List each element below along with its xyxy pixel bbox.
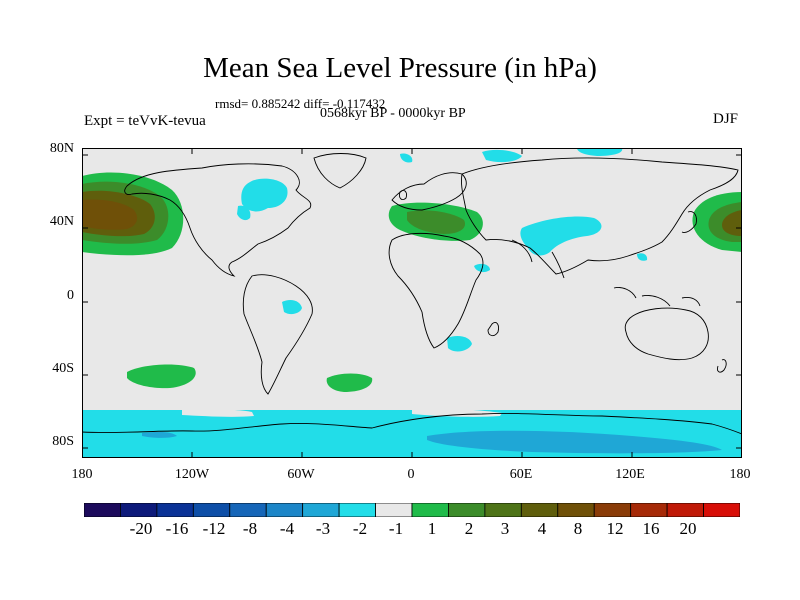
season-label: DJF: [712, 111, 738, 127]
colorbar-swatch: [84, 503, 121, 517]
lon-tick-0: 0: [407, 467, 415, 482]
lon-tick-180e: 180: [729, 467, 751, 482]
south-america-coast: [242, 274, 313, 395]
colorbar-label: -8: [242, 519, 258, 538]
arctic-anomaly-cyan: [482, 149, 522, 163]
africa-coast: [388, 232, 484, 349]
britain-coast: [399, 189, 407, 201]
colorbar-label: 12: [606, 519, 624, 538]
lon-tick-60w: 60W: [287, 467, 315, 482]
north-america-anomaly-cyan: [237, 205, 251, 221]
colorbar-swatch: [703, 503, 740, 517]
new-zealand-coast: [717, 359, 727, 373]
mediterranean-anomaly-darkgreen: [407, 210, 466, 234]
madagascar-coast: [487, 321, 499, 337]
south-atlantic-anomaly-green: [326, 373, 373, 392]
colorbar-label: 16: [642, 519, 660, 538]
coastlines: [82, 153, 742, 435]
colorbar-swatch: [666, 503, 704, 517]
asia-anomaly-cyan: [637, 253, 648, 261]
colorbar-label: -1: [388, 519, 404, 538]
colorbar-swatch: [265, 503, 304, 517]
north-pacific-anomaly-brown: [82, 199, 138, 230]
colorbar-swatch: [448, 503, 486, 517]
colorbar-swatch: [229, 503, 267, 517]
greenland-coast: [313, 153, 367, 189]
colorbar-swatch: [593, 503, 632, 517]
lat-tick-40n: 40N: [49, 214, 74, 229]
colorbar-label: -20: [129, 519, 153, 538]
antarctica-coast: [82, 412, 742, 435]
neutral-gap: [412, 408, 502, 417]
colorbar-label: 3: [500, 519, 510, 538]
colorbar-label: -12: [202, 519, 226, 538]
arctic-anomaly-cyan: [577, 148, 623, 156]
europe-coast: [391, 172, 467, 211]
map-background: [82, 148, 742, 458]
colorbar-swatch: [302, 503, 340, 517]
colorbar: [84, 503, 740, 517]
colorbar-label: -3: [315, 519, 331, 538]
south-pacific-anomaly-green: [127, 364, 196, 389]
southern-ocean-anomaly-blue: [142, 432, 177, 438]
lon-tick-120w: 120W: [174, 467, 210, 482]
colorbar-label: 4: [537, 519, 547, 538]
stats-line: rmsd= 0.885242 diff= -0.117432: [215, 96, 386, 111]
north-pacific-anomaly-olive: [722, 210, 742, 236]
plot-title: Mean Sea Level Pressure (in hPa): [203, 52, 597, 84]
colorbar-label: -4: [279, 519, 295, 538]
lat-tick-40s: 40S: [52, 361, 74, 376]
asia-coast: [461, 157, 739, 275]
north-america-anomaly-cyan: [241, 178, 288, 212]
neutral-gap: [182, 409, 254, 417]
colorbar-label: 1: [427, 519, 437, 538]
lat-tick-equator: 0: [67, 288, 74, 303]
colorbar-swatch: [156, 503, 194, 517]
colorbar-swatch: [192, 503, 231, 517]
lat-tick-80s: 80S: [52, 434, 74, 449]
colorbar-label: -2: [352, 519, 368, 538]
australia-coast: [624, 307, 709, 361]
arctic-anomaly-cyan: [400, 153, 413, 163]
colorbar-swatch: [338, 503, 376, 517]
period-label: 0568kyr BP - 0000kyr BP: [320, 106, 466, 121]
colorbar-swatch: [120, 503, 158, 517]
southern-africa-anomaly-cyan: [447, 336, 472, 352]
south-asia-coast: [511, 239, 565, 279]
lat-tick-80n: 80N: [49, 141, 74, 156]
colorbar-swatch: [630, 503, 668, 517]
north-america-coast: [124, 163, 312, 277]
south-america-anomaly-cyan: [282, 300, 302, 315]
southern-ocean-anomaly-blue: [427, 430, 722, 454]
colorbar-swatch: [484, 503, 522, 517]
south-asia-anomaly-cyan: [520, 216, 602, 256]
colorbar-swatch: [375, 503, 413, 517]
lon-tick-120e: 120E: [615, 467, 645, 482]
southeast-asia-islands: [613, 287, 701, 307]
pressure-map: [82, 148, 742, 458]
colorbar-label: 2: [464, 519, 474, 538]
colorbar-swatch: [411, 503, 449, 517]
experiment-label: Expt = teVvK-tevua: [84, 113, 206, 129]
tick-marks: [82, 148, 742, 458]
lon-tick-180w: 180: [71, 467, 93, 482]
colorbar-swatch: [520, 503, 559, 517]
colorbar-label: 8: [573, 519, 583, 538]
japan-coast: [681, 211, 697, 233]
colorbar-swatch: [557, 503, 595, 517]
lon-tick-60e: 60E: [509, 467, 533, 482]
colorbar-label: -16: [165, 519, 189, 538]
colorbar-label: 20: [679, 519, 697, 538]
